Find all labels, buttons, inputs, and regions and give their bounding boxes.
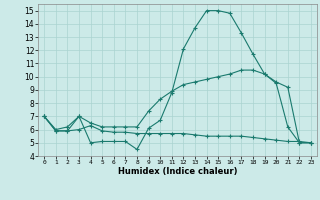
X-axis label: Humidex (Indice chaleur): Humidex (Indice chaleur) <box>118 167 237 176</box>
